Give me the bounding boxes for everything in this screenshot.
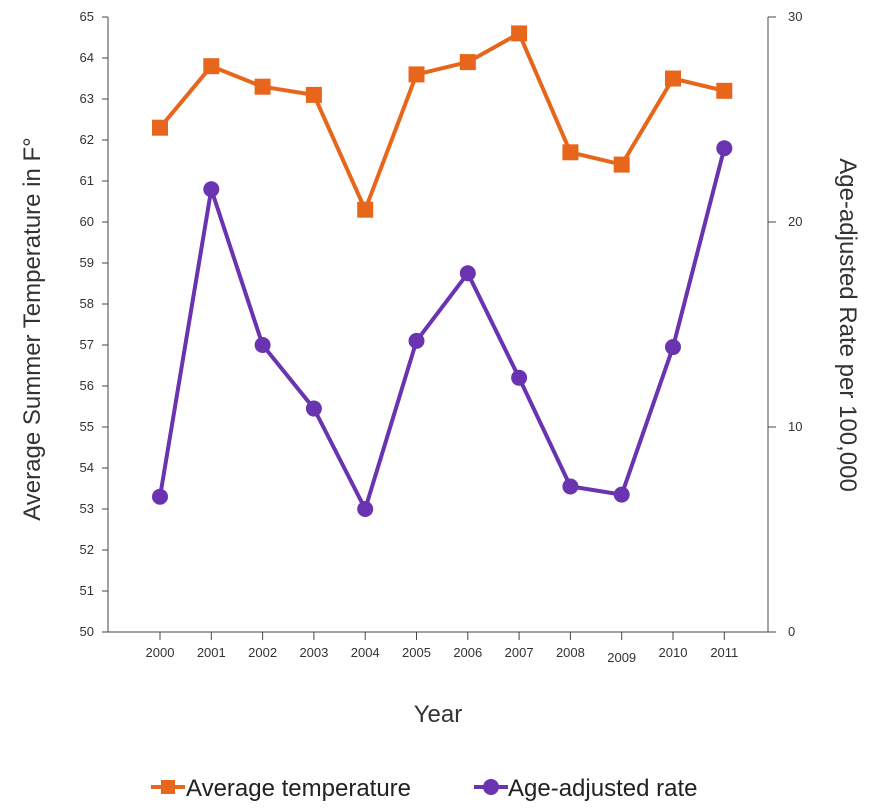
legend-item-average-temperature: Average temperature [151,775,411,802]
x-tick-label: 2005 [402,645,431,660]
data-point-average-temperature [305,86,322,103]
data-point-age-adjusted-rate [511,369,528,386]
series-layer [152,25,733,517]
left-tick-label: 64 [80,50,94,65]
legend: Average temperature Age-adjusted rate [151,775,697,802]
legend-item-age-adjusted-rate: Age-adjusted rate [474,775,697,802]
left-tick-label: 52 [80,542,94,557]
data-point-average-temperature [152,119,168,136]
y-axis-title: Average Summer Temperature in F° [19,137,46,521]
left-tick-label: 55 [80,419,94,434]
x-tick-label: 2002 [248,645,277,660]
data-point-age-adjusted-rate [459,265,476,282]
data-point-average-temperature [613,156,630,173]
x-tick-label: 2007 [505,645,534,660]
series-line-average-temperature [158,31,725,212]
left-tick-label: 61 [80,173,94,188]
x-tick-label: 2004 [351,645,380,660]
data-point-average-temperature [716,82,733,99]
right-tick-label: 30 [788,9,802,24]
data-point-age-adjusted-rate [152,488,168,505]
left-y-axis: 50 51 52 53 54 55 56 57 58 59 60 61 62 63 64 65 [80,9,109,639]
data-point-average-temperature [511,25,528,42]
data-point-average-temperature [254,78,271,95]
data-point-average-temperature [459,54,476,71]
data-point-average-temperature [203,58,220,75]
data-point-age-adjusted-rate [613,486,630,503]
right-tick-label: 10 [788,419,802,434]
x-tick-label: 2001 [197,645,226,660]
y2-axis-title: Age-adjusted Rate per 100,000 [834,158,861,492]
data-point-age-adjusted-rate [305,400,322,417]
legend-label-average-temperature: Average temperature [186,775,411,802]
left-tick-label: 58 [80,296,94,311]
left-tick-label: 65 [80,9,94,24]
data-point-age-adjusted-rate [716,140,733,157]
x-axis-title: Year [414,701,463,728]
left-tick-label: 53 [80,501,94,516]
left-tick-label: 59 [80,255,94,270]
series-age-adjusted-rate [152,140,733,517]
right-tick-label: 20 [788,214,802,229]
legend-marker-age-adjusted-rate [483,779,499,795]
left-tick-label: 60 [80,214,94,229]
series-line-age-adjusted-rate [158,147,727,511]
data-point-average-temperature [562,144,579,161]
right-y-axis: 0 10 20 30 [767,9,802,639]
x-tick-label: 2009 [607,650,636,665]
data-point-age-adjusted-rate [254,337,271,353]
left-tick-label: 57 [80,337,94,352]
right-tick-label: 0 [788,624,795,639]
x-tick-label: 2010 [659,645,688,660]
left-tick-label: 50 [80,624,94,639]
x-tick-label: 2008 [556,645,585,660]
series-average-temperature [152,25,733,218]
data-point-age-adjusted-rate [357,501,374,517]
data-point-average-temperature [408,66,425,83]
left-tick-label: 63 [80,91,94,106]
data-point-age-adjusted-rate [203,181,220,198]
data-point-average-temperature [665,70,681,87]
data-point-age-adjusted-rate [665,339,681,356]
data-point-age-adjusted-rate [562,478,579,495]
left-tick-label: 56 [80,378,94,393]
x-axis: 2000 2001 2002 2003 2004 2005 2006 2007 2008 2009… [108,631,768,665]
x-tick-label: 2000 [146,645,175,660]
left-tick-label: 51 [80,583,94,598]
left-tick-label: 54 [80,460,94,475]
left-tick-label: 62 [80,132,94,147]
legend-label-age-adjusted-rate: Age-adjusted rate [508,775,697,802]
x-tick-label: 2003 [299,645,328,660]
data-point-average-temperature [357,201,374,218]
x-tick-label: 2006 [453,645,482,660]
legend-marker-average-temperature [161,780,175,794]
data-point-age-adjusted-rate [408,332,425,349]
x-tick-label: 2011 [710,645,738,660]
